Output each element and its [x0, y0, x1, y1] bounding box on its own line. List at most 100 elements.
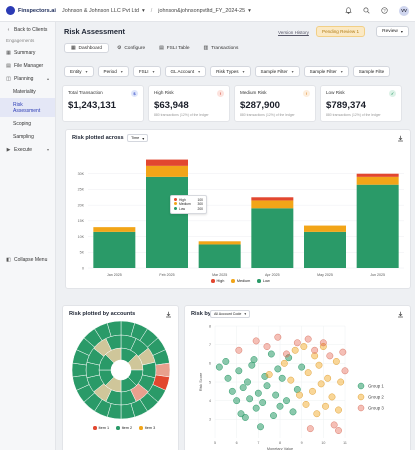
filter-gl-account[interactable]: GL Account ▾	[164, 66, 207, 77]
tooltip-row: Medium 300	[174, 202, 203, 206]
chevron-down-icon[interactable]: ▾	[248, 7, 251, 14]
review-label: Review	[382, 29, 398, 34]
scatter-point-group-1	[267, 350, 275, 358]
scatter-point-group-2	[287, 376, 295, 384]
high-dot-icon	[174, 198, 177, 201]
sidebar-item-summary[interactable]: ▦ Summary	[0, 46, 55, 59]
legend-label: Item 1	[98, 426, 110, 430]
tab-dashboard[interactable]: ▦ Dashboard	[64, 43, 110, 53]
y-tick-label: 7	[209, 343, 211, 347]
scatter-point-group-1	[224, 374, 232, 382]
main-content: Risk Assessment Version History Pending …	[56, 22, 415, 450]
help-icon[interactable]: ?	[381, 7, 388, 14]
legend-item-1[interactable]: Item 1	[93, 426, 109, 430]
y-tick-label: 30K	[78, 172, 85, 176]
sidebar-item-execute[interactable]: ▶ Execute ▾	[0, 143, 55, 156]
chevron-down-icon: ▾	[120, 69, 123, 74]
legend-item-3[interactable]: Item 3	[139, 426, 155, 430]
y-tick-label: 4	[209, 399, 211, 403]
bar-segment-low	[146, 176, 188, 268]
y-tick-label: 5	[209, 380, 211, 384]
tab-label: Dashboard	[78, 45, 103, 51]
y-tick-label: 0	[82, 266, 84, 270]
chevron-down-icon: ▾	[242, 69, 245, 74]
top-bar-actions: ? VV	[345, 5, 409, 16]
scatter-point-group-3	[311, 346, 319, 354]
bar-segment-medium	[146, 165, 188, 177]
filter-entity[interactable]: Entity ▾	[64, 66, 94, 77]
kpi-value: $63,948	[154, 100, 189, 111]
legend-item-medium[interactable]: Medium	[231, 279, 250, 283]
tab-fsli-table[interactable]: ▤ FSLI Table	[153, 43, 195, 53]
time-select[interactable]: Time ▾	[127, 134, 149, 142]
back-to-clients-link[interactable]: ‹ Back to Clients	[0, 22, 55, 36]
bar-segment-medium	[198, 241, 241, 245]
scatter-point-group-3	[341, 367, 349, 375]
logo[interactable]: Finspectors.ai	[6, 6, 62, 15]
sunburst-segment	[155, 362, 171, 378]
bar-segment-low	[251, 208, 294, 268]
x-tick-label: Jan 2025	[107, 273, 122, 277]
download-icon[interactable]	[397, 311, 404, 318]
x-tick-label: Jun 2025	[370, 273, 385, 277]
kpi-title: Medium Risk	[240, 90, 267, 95]
chart-title: Risk by	[191, 311, 211, 317]
sidebar-item-materiality[interactable]: Materiality	[13, 88, 36, 95]
tooltip-value: 300	[197, 202, 203, 207]
scatter-point-group-1	[274, 365, 282, 373]
legend-label: Group 1	[368, 384, 384, 389]
accounts-sunburst-card: Risk plotted by accounts Item 1 Item 2 I…	[62, 305, 179, 450]
sidebar-item-file-manager[interactable]: ▤ File Manager	[0, 59, 55, 72]
chevron-down-icon: ▾	[85, 69, 88, 74]
legend-label: Medium	[236, 279, 251, 283]
breadcrumb-client[interactable]: Johnson & Johnson LLC Pvt Ltd	[62, 7, 140, 14]
sidebar-item-label: Summary	[14, 49, 36, 56]
scatter-point-group-3	[252, 337, 260, 345]
scatter-point-group-1	[237, 410, 245, 418]
filter-sample-1[interactable]: Sample Filter ▾	[254, 66, 300, 77]
sidebar-item-planning[interactable]: ◫ Planning ▴	[0, 72, 55, 85]
scatter-point-group-2	[311, 352, 319, 360]
avatar[interactable]: VV	[399, 5, 409, 16]
filter-fsli[interactable]: FSLI ▾	[132, 66, 161, 77]
scatter-point-group-3	[335, 427, 342, 434]
sidebar-item-risk-assessment[interactable]: Risk Assessment	[0, 98, 55, 117]
risk-bar-chart-card: Risk plotted across Time ▾ 0 5K 10K 15K 20K 25…	[65, 129, 411, 289]
legend-item-2[interactable]: Item 2	[116, 426, 132, 430]
search-icon[interactable]	[363, 7, 370, 14]
legend-item-low[interactable]: Low	[257, 279, 270, 283]
scatter-point-group-1	[276, 402, 284, 410]
sidebar-item-sampling[interactable]: Sampling	[13, 133, 34, 140]
scatter-point-group-1	[215, 363, 223, 371]
breadcrumb-project[interactable]: johnson&johnsonpvtltd_FY_2024-25	[158, 7, 246, 14]
collapse-menu-button[interactable]: ◧ Collapse Menu	[0, 254, 53, 266]
review-button[interactable]: Review ▾	[376, 26, 409, 37]
version-history-link[interactable]: Version History	[278, 30, 309, 35]
tab-bar: ▦ Dashboard ⚙ Configure ▤ FSLI Table ▥ Trans…	[64, 43, 244, 53]
bar-segment-high	[356, 173, 399, 177]
download-icon[interactable]	[397, 135, 404, 142]
bar-segment-high	[251, 197, 294, 201]
account-code-select[interactable]: All Account Code ▾	[210, 310, 251, 318]
sidebar-item-scoping[interactable]: Scoping	[13, 120, 32, 127]
scatter-chart: 3 4 5 6 7 8 5 6 7 8 9 10 11 Monetary Value Risk Score G…	[199, 324, 384, 450]
filter-sample-3[interactable]: Sample Filte	[352, 66, 391, 77]
filter-risk-types[interactable]: Risk Types ▾	[210, 66, 251, 77]
scatter-point-group-2	[317, 380, 325, 388]
kpi-subtext: 880 transactions (12%) of the ledger	[240, 113, 295, 117]
bell-icon[interactable]	[345, 7, 352, 14]
tab-transactions[interactable]: ▥ Transactions	[198, 43, 245, 53]
download-icon[interactable]	[165, 311, 172, 318]
file-icon: ▤	[6, 62, 11, 69]
x-axis-label: Monetary Value	[267, 447, 293, 450]
scatter-point-group-1	[252, 404, 260, 412]
tab-configure[interactable]: ⚙ Configure	[111, 43, 151, 53]
status-badge[interactable]: Pending Review 1	[316, 26, 366, 37]
scatter-point-group-1	[235, 367, 243, 375]
filter-sample-2[interactable]: Sample Filter ▾	[303, 66, 349, 77]
warning-icon: !	[303, 90, 310, 97]
legend-item-high[interactable]: High	[211, 279, 224, 283]
filter-period[interactable]: Period ▾	[97, 66, 129, 77]
chevron-down-icon[interactable]: ▾	[142, 7, 145, 14]
